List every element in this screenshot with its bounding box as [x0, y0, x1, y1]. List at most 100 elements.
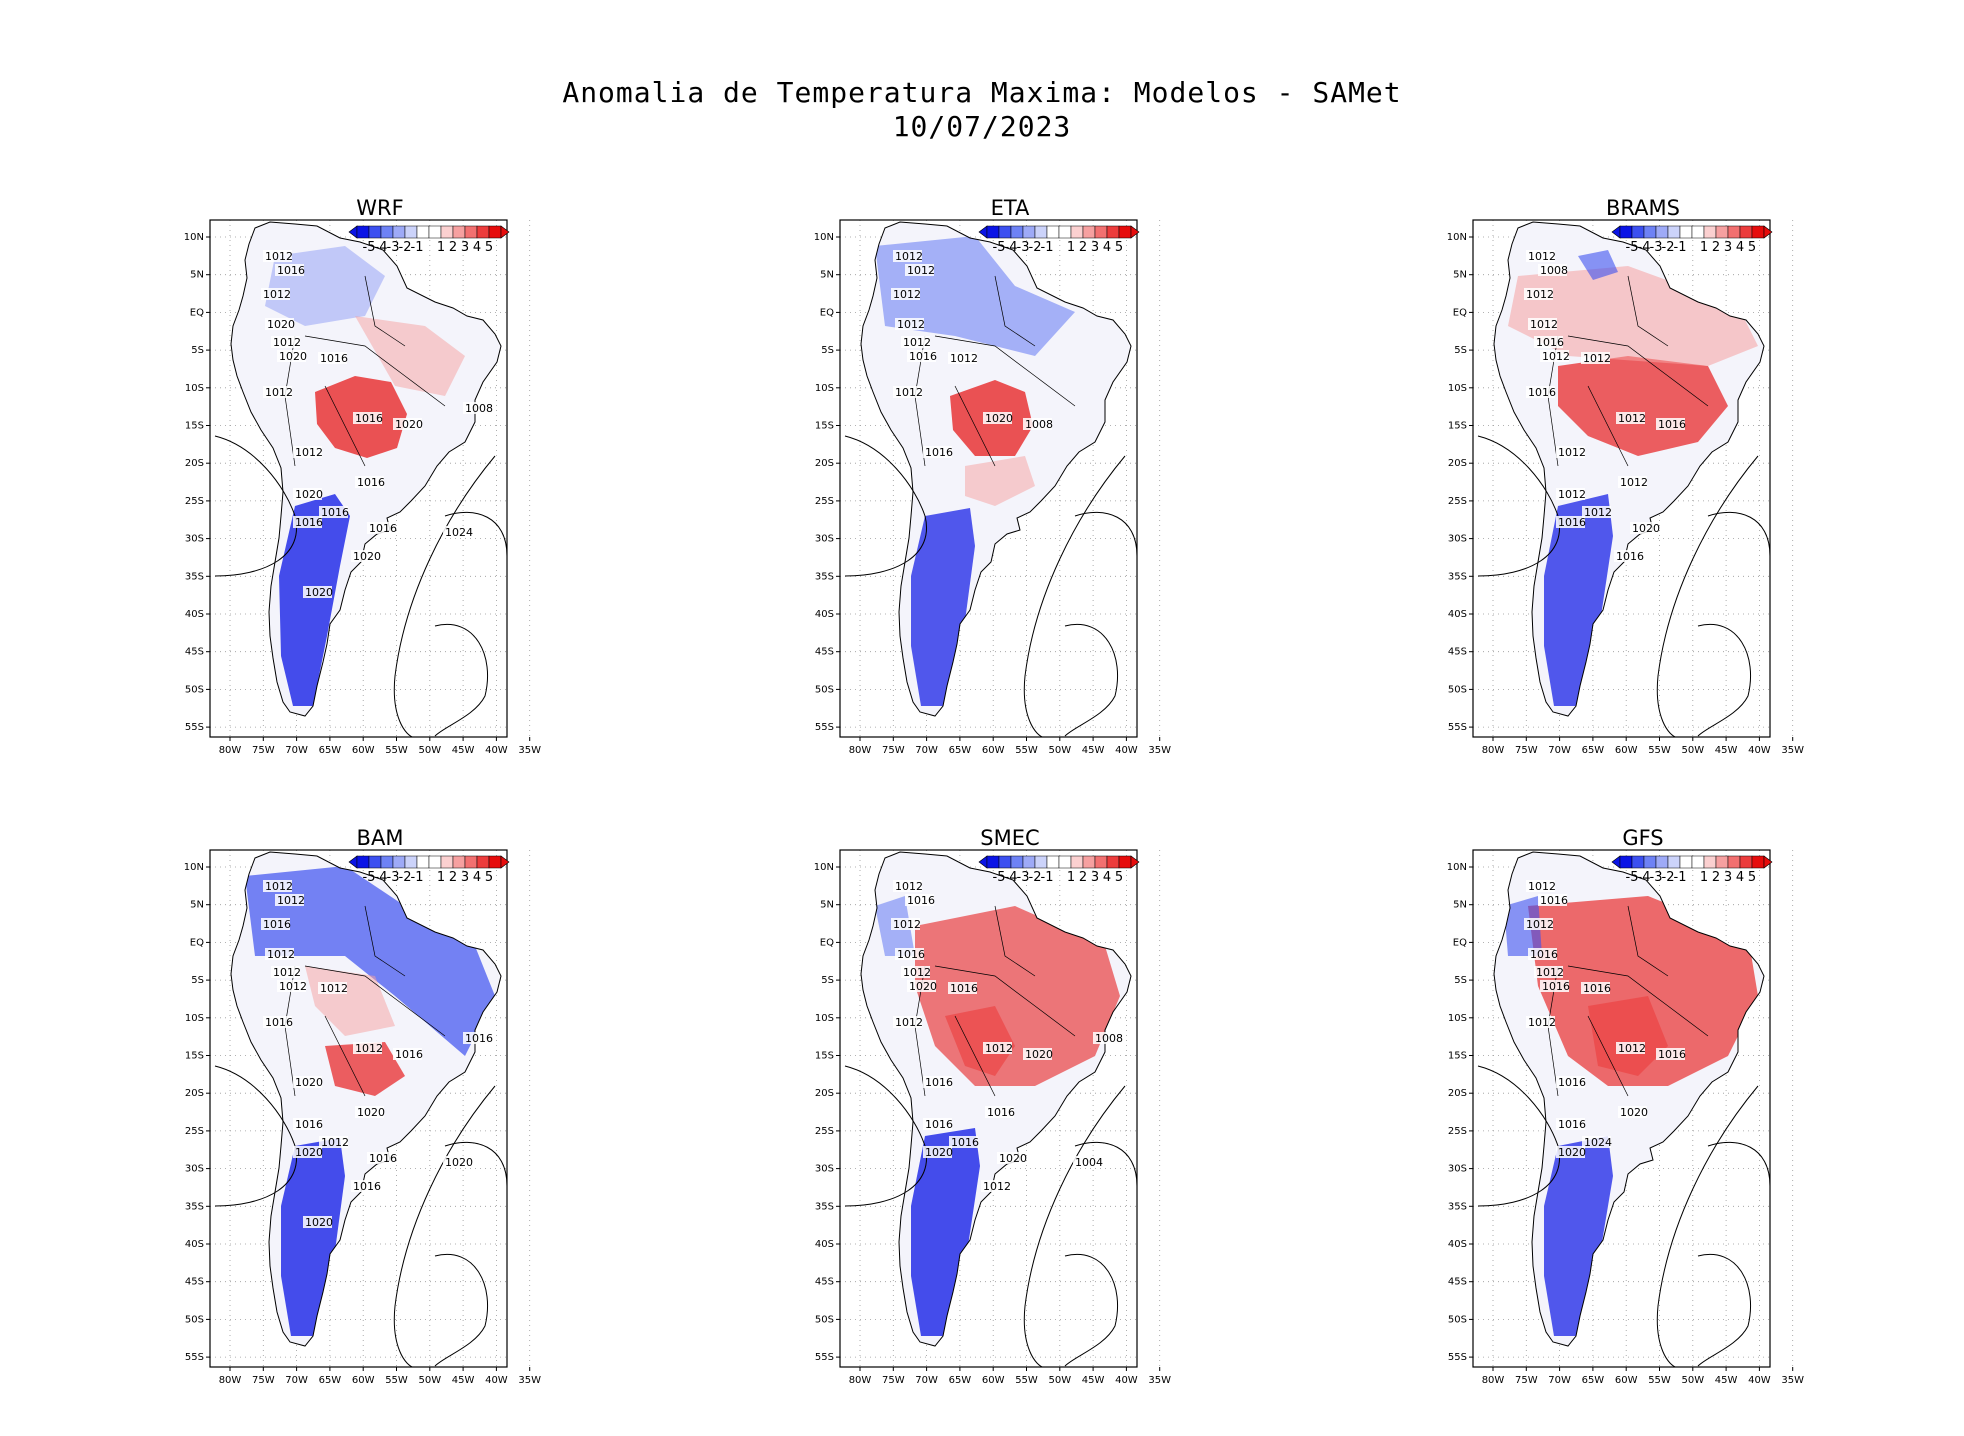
colorbar-label: 2 [449, 240, 457, 255]
colorbar-label: 3 [1724, 870, 1732, 885]
lat-tick-label: 15S [185, 1051, 204, 1062]
country-border [364, 275, 406, 347]
isobar-label: 1020 [1620, 1106, 1648, 1119]
isobar-line [1064, 1254, 1119, 1367]
isobar-label-bg [275, 264, 304, 276]
isobar-label: 1012 [265, 250, 293, 263]
lon-tick-label: 75W [252, 1375, 275, 1386]
panel-gfs: GFS 10N 5N EQ 5S 10S 15S 20S 25S 30S 35S 40S 45S 50S… [1408, 826, 1808, 1426]
colorbar-cell [1715, 225, 1729, 239]
isobar-label-bg [275, 894, 304, 906]
map-frame [1472, 849, 1771, 1368]
colorbar-cell [1691, 225, 1705, 239]
isobar-label: 1016 [1530, 948, 1558, 961]
isobar-label: 1012 [895, 1016, 923, 1029]
isobar-label: 1016 [263, 918, 291, 931]
panel-bam: BAM 10N 5N EQ 5S 10S 15S 20S 25S 30S 35S 40S 45S 50S… [145, 826, 545, 1426]
lon-tick-label: 80W [849, 1375, 872, 1386]
colorbar-label: 3 [461, 870, 469, 885]
country-border [994, 905, 1036, 977]
lon-tick-label: 80W [219, 745, 242, 756]
lat-tick-label: 35S [815, 571, 834, 582]
colorbar-cell [368, 225, 382, 239]
coastline [230, 221, 502, 717]
isobar-label: 1020 [267, 318, 295, 331]
colorbar-cell [1727, 855, 1741, 869]
coastline [860, 221, 1132, 717]
colorbar-cell [998, 855, 1012, 869]
colorbar-cell [1619, 855, 1633, 869]
coastline [860, 851, 1132, 1347]
isobar-label-bg [303, 586, 332, 598]
lon-tick-label: 65W [949, 745, 972, 756]
lat-tick-label: 25S [815, 1126, 834, 1137]
lat-tick-label: EQ [190, 307, 204, 318]
isobar-label: 1008 [465, 402, 493, 415]
isobar-label-bg [891, 918, 920, 930]
isobar-label: 1008 [1095, 1032, 1123, 1045]
colorbar-label: 1 [1067, 870, 1075, 885]
colorbar-label: -3 [1650, 870, 1663, 885]
lat-tick-label: 40S [185, 609, 204, 620]
colorbar-label: 1 [1700, 240, 1708, 255]
lat-tick-label: 10N [184, 232, 204, 243]
isobar-line [444, 511, 507, 557]
colorbar-cell [464, 855, 478, 869]
lon-tick-label: 55W [385, 1375, 408, 1386]
lon-axis: 80W 75W 70W 65W 60W 55W 50W 45W 40W 35W [849, 1367, 1171, 1386]
country-border [1627, 905, 1669, 977]
isobar-label-bg [319, 506, 348, 518]
isobar-line [1023, 1085, 1126, 1367]
isobar-label: 1012 [1528, 250, 1556, 263]
colorbar-cell [1118, 855, 1132, 869]
colorbar-cell [1679, 225, 1693, 239]
isobar-label-bg [1538, 894, 1567, 906]
lat-axis: 10N 5N EQ 5S 10S 15S 20S 25S 30S 35S 40S 45S 50S 55S [1447, 862, 1473, 1363]
panel-smec: SMEC 10N 5N EQ 5S 10S 15S 20S 25S 30S 35S 40S 45S 50… [775, 826, 1175, 1426]
lat-tick-label: 10S [1448, 1013, 1467, 1024]
map-frame [209, 849, 508, 1368]
colorbar-cell [1010, 855, 1024, 869]
isobar-label: 1012 [907, 264, 935, 277]
panel-title: BRAMS [1606, 196, 1680, 220]
colorbar-arrow-right [1130, 855, 1140, 869]
colorbar-label: -4 [1005, 870, 1018, 885]
colorbar-label: -2 [399, 240, 412, 255]
isobar-label: 1020 [295, 1146, 323, 1159]
lat-tick-label: 10N [814, 862, 834, 873]
colorbar-cell [392, 225, 406, 239]
lat-tick-label: 30S [1448, 1164, 1467, 1175]
colorbar: -5 -4 -3 -2 -1 1 2 3 4 5 [348, 225, 510, 255]
map-frame [839, 849, 1138, 1368]
isobar-label-bg [923, 446, 952, 458]
isobar-label: 1012 [1528, 1016, 1556, 1029]
anomaly-patch [911, 1128, 980, 1336]
colorbar-cell [404, 855, 418, 869]
colorbar-cell [1082, 225, 1096, 239]
colorbar-arrow-right [1763, 225, 1773, 239]
isobar-label: 1008 [1540, 264, 1568, 277]
isobar-label-bg [905, 894, 934, 906]
lat-tick-label: 50S [1448, 684, 1467, 695]
lat-tick-label: 5N [1453, 270, 1467, 281]
isobar-label: 1020 [999, 1152, 1027, 1165]
isobar-label-bg [983, 1042, 1012, 1054]
isobar-line [434, 624, 489, 737]
colorbar-cell [1046, 855, 1060, 869]
isobar-label: 1012 [983, 1180, 1011, 1193]
lat-tick-label: 35S [185, 571, 204, 582]
colorbar-cell [1703, 225, 1717, 239]
colorbar-cell [1667, 225, 1681, 239]
colorbar-label: -3 [1017, 870, 1030, 885]
lat-tick-label: 50S [815, 684, 834, 695]
isobar-label: 1012 [893, 288, 921, 301]
lat-tick-label: EQ [190, 937, 204, 948]
colorbar: -5 -4 -3 -2 -1 1 2 3 4 5 [978, 225, 1140, 255]
isobar-label: 1012 [1530, 318, 1558, 331]
colorbar-label: 1 [437, 870, 445, 885]
isobar-label: 1016 [925, 446, 953, 459]
isobar-label-bg [923, 1146, 952, 1158]
anomaly-patch [355, 316, 465, 396]
lat-tick-label: 25S [185, 496, 204, 507]
